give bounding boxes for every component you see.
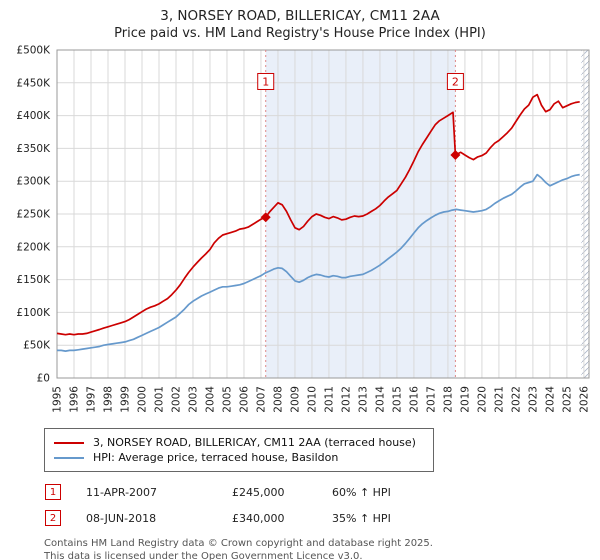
sale-2-price: £340,000 [232, 511, 285, 525]
x-axis-tick-label: 2009 [289, 386, 301, 413]
y-axis-tick-label: £400K [16, 110, 51, 122]
x-axis-tick-label: 2023 [527, 386, 539, 413]
sale-2-marker: 2 [45, 510, 61, 526]
x-axis-tick-label: 2019 [459, 386, 471, 413]
sale-number-label: 2 [452, 75, 459, 88]
x-axis-tick-label: 2022 [510, 386, 522, 413]
x-axis-tick-label: 1995 [52, 386, 64, 413]
x-axis-tick-label: 1997 [85, 386, 97, 413]
sale-1-hpi-delta: 60% ↑ HPI [332, 485, 391, 499]
x-axis-tick-label: 2015 [391, 386, 403, 413]
x-axis-tick-label: 2016 [408, 386, 420, 413]
sale-point-diamond [260, 212, 271, 223]
sale-number-box [446, 72, 464, 90]
x-axis-tick-label: 2018 [442, 386, 454, 413]
legend-label-property: 3, NORSEY ROAD, BILLERICAY, CM11 2AA (te… [93, 436, 416, 449]
x-axis-tick-label: 2003 [187, 386, 199, 413]
x-axis-tick-label: 2007 [255, 386, 267, 413]
x-axis-tick-label: 1996 [68, 386, 80, 413]
sale-row-1: 1 11-APR-2007 £245,000 60% ↑ HPI [45, 481, 600, 503]
sale-1-marker: 1 [45, 484, 61, 500]
price-chart: £0 £50K £100K £150K £200K £250K £300K £350K £400… [0, 44, 600, 426]
sale-annotations: 1 11-APR-2007 £245,000 60% ↑ HPI 2 08-JU… [45, 481, 600, 529]
x-axis-tick-label: 1998 [102, 386, 114, 413]
footer-line-1: Contains HM Land Registry data © Crown c… [44, 538, 433, 549]
license-footer: Contains HM Land Registry data © Crown c… [44, 537, 600, 560]
x-axis-tick-label: 2004 [204, 386, 216, 413]
sale-1-price: £245,000 [232, 485, 285, 499]
x-axis-tick-label: 2020 [476, 386, 488, 413]
x-axis-tick-label: 2025 [561, 386, 573, 413]
y-axis-tick-label: £500K [16, 45, 51, 57]
y-axis-tick-label: £300K [16, 176, 51, 188]
x-axis-tick-label: 2017 [425, 386, 437, 413]
x-axis-tick-label: 2024 [544, 386, 556, 413]
y-axis-tick-label: £0 [37, 373, 50, 385]
x-axis-tick-label: 2001 [153, 386, 165, 413]
property-line-swatch [54, 441, 84, 444]
x-axis-tick-label: 2006 [238, 386, 250, 413]
legend-item-property: 3, NORSEY ROAD, BILLERICAY, CM11 2AA (te… [54, 436, 424, 449]
x-axis-tick-label: 2021 [493, 386, 505, 413]
x-axis-tick-label: 2026 [578, 386, 590, 413]
hpi-line [57, 173, 580, 352]
footer-line-2: This data is licensed under the Open Gov… [44, 551, 363, 560]
sale-point-diamond [450, 149, 461, 160]
sale-number-label: 1 [262, 75, 269, 88]
y-axis-tick-label: £450K [16, 77, 51, 89]
x-axis-tick-label: 1999 [119, 386, 131, 413]
x-axis-tick-label: 2008 [272, 386, 284, 413]
plot-border [56, 49, 590, 379]
y-axis-tick-label: £100K [16, 307, 51, 319]
sale-2-hpi-delta: 35% ↑ HPI [332, 511, 391, 525]
sale-2-date: 08-JUN-2018 [86, 511, 157, 525]
y-axis-tick-label: £50K [23, 340, 51, 352]
y-axis-tick-label: £250K [16, 209, 51, 221]
sale-number-box [257, 72, 275, 90]
y-axis-tick-label: £150K [16, 274, 51, 286]
sale-row-2: 2 08-JUN-2018 £340,000 35% ↑ HPI [45, 507, 600, 529]
chart-legend: 3, NORSEY ROAD, BILLERICAY, CM11 2AA (te… [44, 428, 434, 472]
property-price-line [56, 93, 580, 336]
y-axis-tick-label: £200K [16, 241, 51, 253]
legend-label-hpi: HPI: Average price, terraced house, Basi… [93, 451, 339, 464]
y-axis-tick-label: £350K [16, 143, 51, 155]
x-axis-tick-label: 2002 [170, 386, 182, 413]
x-axis-tick-label: 2012 [340, 386, 352, 413]
sale-1-date: 11-APR-2007 [86, 485, 158, 499]
price-chart-canvas: £0 £50K £100K £150K £200K £250K £300K £350K £400… [16, 45, 590, 413]
x-axis-tick-label: 2013 [357, 386, 369, 413]
x-axis-tick-label: 2014 [374, 386, 386, 413]
x-axis-tick-label: 2000 [136, 386, 148, 413]
page-title: 3, NORSEY ROAD, BILLERICAY, CM11 2AA [160, 8, 440, 24]
x-axis-tick-label: 2011 [323, 386, 335, 413]
hpi-line-swatch [54, 456, 84, 459]
x-axis-tick-label: 2005 [221, 386, 233, 413]
page-subtitle: Price paid vs. HM Land Registry's House … [114, 26, 486, 41]
x-axis-tick-label: 2010 [306, 386, 318, 413]
legend-item-hpi: HPI: Average price, terraced house, Basi… [54, 451, 424, 464]
